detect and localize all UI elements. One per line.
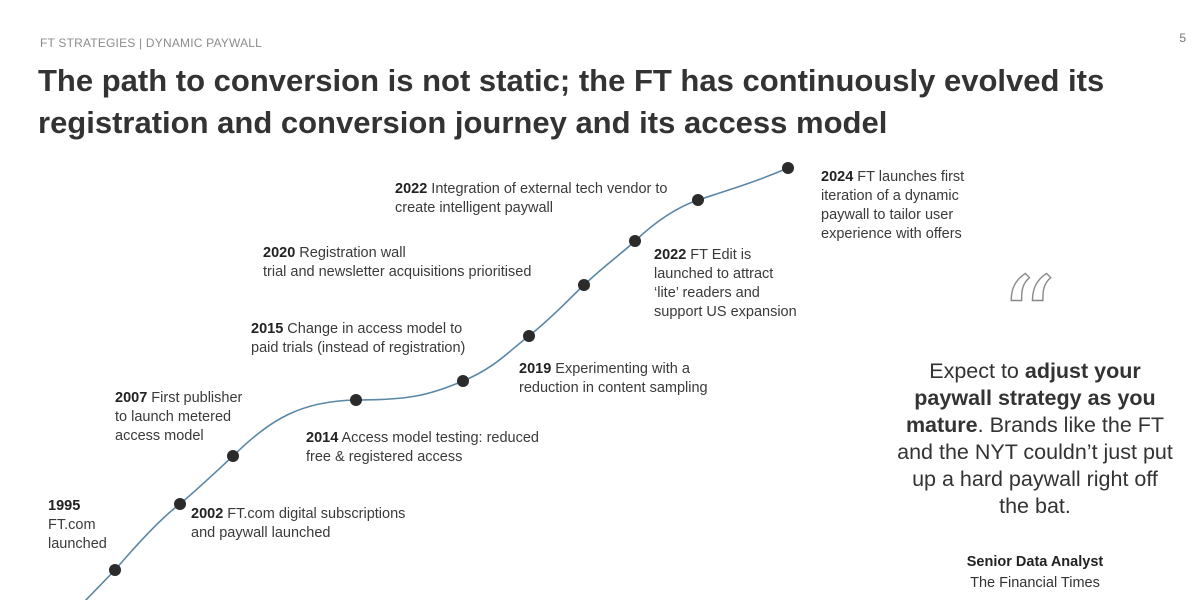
quote-text: . Brands like the FT and the NYT couldn’… [897, 413, 1173, 518]
event-text-line: paid trials (instead of registration) [251, 340, 466, 356]
event-2015: 2015 Change in access model to paid tria… [251, 320, 465, 358]
event-year: 2022 [395, 181, 428, 197]
event-text-line: iteration of a dynamic [821, 188, 959, 204]
timeline-dot-2014-3 [350, 394, 362, 406]
event-text-line: launched to attract [654, 266, 774, 282]
event-1995: 1995 FT.com launched [48, 497, 107, 554]
timeline-dot-2022-8 [692, 194, 704, 206]
event-text-line: access model [115, 428, 204, 444]
event-2007: 2007 First publisher to launch metered a… [115, 389, 242, 446]
event-year: 2007 [115, 390, 148, 406]
event-text-line: Change in access model to [287, 321, 463, 337]
event-text-line: FT.com [48, 517, 96, 533]
timeline-dot-1995-0 [109, 564, 121, 576]
page-number: 5 [1179, 31, 1186, 45]
event-text-line: free & registered access [306, 449, 463, 465]
event-text-line: FT.com digital subscriptions [227, 506, 406, 522]
event-text-line: reduction in content sampling [519, 380, 708, 396]
event-text-line: and paywall launched [191, 525, 331, 541]
timeline-curve [84, 167, 789, 600]
quote-mark-icon: “ [999, 253, 1057, 381]
quote-organization: The Financial Times [970, 575, 1100, 591]
section-kicker: FT STRATEGIES | DYNAMIC PAYWALL [40, 36, 263, 50]
event-text-line: create intelligent paywall [395, 200, 553, 216]
event-text-line: Registration wall [299, 245, 406, 261]
event-text-line: to launch metered [115, 409, 232, 425]
event-year: 2002 [191, 506, 224, 522]
event-year: 2014 [306, 430, 339, 446]
event-2002-subscriptions: 2002 FT.com digital subscriptions and pa… [191, 505, 405, 543]
slide-title: The path to conversion is not static; th… [38, 63, 1105, 140]
event-2022-ft-edit: 2022 FT Edit is launched to attract ‘lit… [654, 246, 797, 322]
event-text-line: ‘lite’ readers and [654, 285, 760, 301]
timeline-dot-2020-6 [578, 279, 590, 291]
timeline-dot-2002-1 [174, 498, 186, 510]
event-text-line: trial and newsletter acquisitions priori… [263, 264, 532, 280]
timeline-dot-2019-5 [523, 330, 535, 342]
event-year: 2020 [263, 245, 296, 261]
event-2022-intelligent-paywall: 2022 Integration of external tech vendor… [395, 180, 667, 218]
timeline-dot-2024-9 [782, 162, 794, 174]
event-year: 2022 [654, 247, 687, 263]
timeline-dot-2015-4 [457, 375, 469, 387]
event-text-line: Integration of external tech vendor to [431, 181, 668, 197]
quote-emphasis: adjust your paywall strategy as you matu… [905, 359, 1156, 437]
quote-author: Senior Data Analyst [966, 554, 1104, 570]
timeline-dot-2007-2 [227, 450, 239, 462]
event-text-line: Access model testing: reduced [341, 430, 539, 446]
event-2020: 2020 Registration wall trial and newslet… [263, 244, 531, 282]
event-2019: 2019 Experimenting with a reduction in c… [519, 360, 708, 398]
event-text-line: experience with offers [821, 226, 962, 242]
timeline-dot-2022-7 [629, 235, 641, 247]
event-text-line: First publisher [151, 390, 243, 406]
event-2024: 2024 FT launches first iteration of a dy… [821, 168, 964, 244]
event-text-line: FT launches first [857, 169, 965, 185]
quote-text: Expect to [929, 359, 1025, 383]
event-year: 2024 [821, 169, 854, 185]
event-year: 2015 [251, 321, 284, 337]
event-text-line: support US expansion [654, 304, 797, 320]
pull-quote: Expect to adjust your paywall strategy a… [895, 358, 1175, 520]
event-2014: 2014 Access model testing: reduced free … [306, 429, 539, 467]
event-text-line: paywall to tailor user [821, 207, 954, 223]
event-year: 1995 [48, 498, 81, 514]
event-year: 2019 [519, 361, 552, 377]
event-text-line: Experimenting with a [555, 361, 690, 377]
event-text-line: FT Edit is [690, 247, 752, 263]
event-text-line: launched [48, 536, 107, 552]
